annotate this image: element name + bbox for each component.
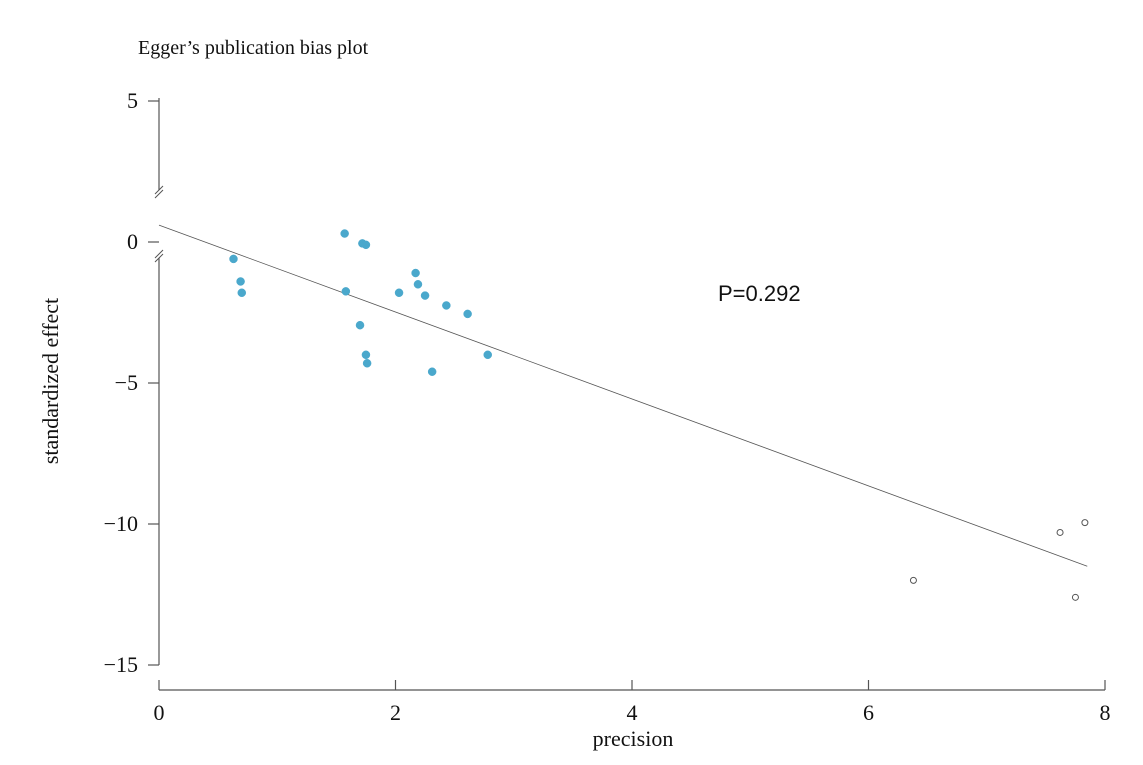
- imputed-point: [909, 576, 917, 584]
- imputed-point: [1071, 593, 1079, 601]
- y-tick-label: 0: [127, 229, 138, 254]
- y-tick-label: −5: [115, 370, 138, 395]
- study-point: [237, 288, 247, 298]
- x-tick-label: 2: [390, 700, 401, 725]
- study-point: [340, 229, 349, 238]
- study-point: [483, 350, 492, 360]
- study-point: [341, 287, 351, 296]
- study-point: [463, 309, 472, 319]
- x-tick-label: 6: [863, 700, 874, 725]
- y-tick-label: −15: [104, 652, 138, 677]
- study-point: [411, 268, 420, 278]
- x-axis-label: precision: [593, 726, 674, 751]
- imputed-point: [1056, 528, 1064, 536]
- p-value-annotation: P=0.292: [718, 281, 801, 306]
- study-point: [413, 280, 423, 289]
- imputed-point: [1081, 519, 1089, 527]
- y-tick-label: 5: [127, 88, 138, 113]
- x-axis: 0 2 4 6 8: [154, 680, 1111, 725]
- x-tick-label: 8: [1100, 700, 1111, 725]
- study-point: [236, 277, 245, 286]
- study-point: [229, 254, 238, 264]
- data-points: [229, 229, 1089, 601]
- study-point: [427, 367, 437, 376]
- y-tick-label: −10: [104, 511, 138, 536]
- regression-line: [158, 224, 1088, 567]
- y-axis-break-top: [154, 185, 164, 199]
- x-tick-label: 4: [627, 700, 638, 725]
- study-point: [361, 350, 371, 360]
- y-axis-break-bottom: [154, 249, 164, 263]
- y-axis-label: standardized effect: [38, 298, 63, 464]
- chart-title: Egger’s publication bias plot: [138, 37, 369, 59]
- study-point: [394, 288, 404, 298]
- y-axis: 5 0 −5 −10 −15: [104, 88, 164, 677]
- study-point: [361, 240, 371, 250]
- study-point: [442, 301, 451, 310]
- study-point: [355, 320, 365, 330]
- study-point: [420, 291, 430, 300]
- study-point: [362, 359, 372, 368]
- x-tick-label: 0: [154, 700, 165, 725]
